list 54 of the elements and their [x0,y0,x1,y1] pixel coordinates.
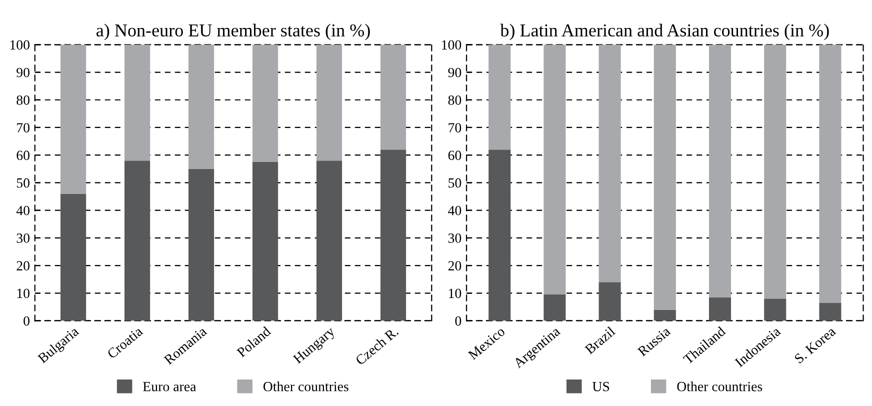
y-tick-label: 70 [17,123,30,132]
y-tick-label: 20 [16,261,30,270]
chart-title: a) Non-euro EU member states (in %) [96,24,370,40]
y-tick-label: 20 [448,261,462,270]
bar [380,150,406,321]
bar [488,44,511,150]
bar [316,44,342,161]
bar [124,44,150,161]
legend-label: Euro area [143,382,196,392]
legend-label: US [592,382,610,392]
chart-title: b) Latin American and Asian countries (in %) [500,24,829,40]
y-tick-label: 100 [10,40,30,50]
y-tick-label: 70 [448,123,462,132]
bar [188,44,214,169]
bar [316,160,342,321]
bar [819,44,842,303]
y-tick-label: 80 [448,95,462,105]
y-tick-label: 60 [16,150,30,160]
bar [188,168,214,321]
bar [488,150,511,321]
bar [819,302,842,321]
y-tick-label: 80 [16,95,30,105]
bar [598,282,621,321]
legend-label: Other countries [263,381,348,392]
bar [764,44,786,299]
legend-label: Other countries [677,381,762,392]
bar [708,297,732,321]
bar [764,298,786,321]
bar [252,44,278,162]
y-tick-label: 0 [455,316,462,326]
y-tick-label: 0 [24,316,30,326]
y-tick-label: 100 [442,40,462,50]
bar [654,310,676,321]
y-tick-label: 50 [16,178,30,188]
bar [544,294,566,321]
bar [60,44,86,194]
y-tick-label: 10 [448,288,462,298]
bar [654,44,676,310]
y-tick-label: 10 [17,288,30,298]
y-tick-label: 90 [16,68,30,78]
bar [708,44,732,298]
bar [598,44,621,282]
y-tick-label: 40 [16,206,30,216]
y-tick-label: 60 [448,150,462,160]
bar [544,44,566,295]
bar [124,160,150,321]
y-tick-label: 90 [448,68,462,78]
y-tick-label: 30 [16,234,30,243]
y-tick-label: 30 [448,234,462,243]
bar [60,194,86,321]
y-tick-label: 40 [448,206,462,216]
bar [380,44,406,150]
bar [252,162,278,321]
y-tick-label: 50 [448,178,462,188]
